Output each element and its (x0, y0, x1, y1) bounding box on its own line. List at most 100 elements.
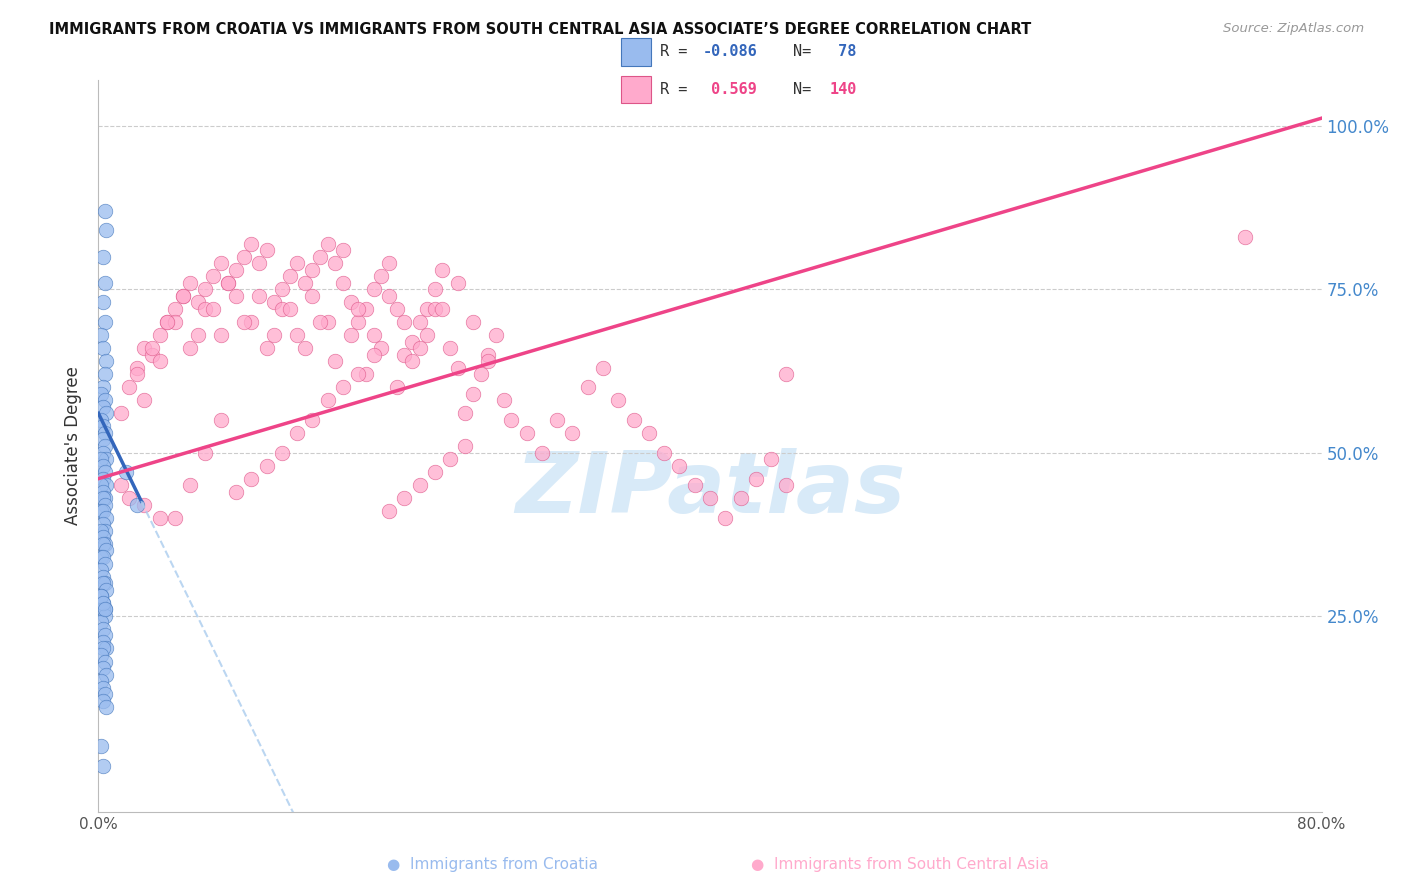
Point (347, 367, 370, 381)
Point (90, 589, 112, 603)
Point (477, 354, 499, 368)
Point (93, 628, 115, 642)
Point (91, 484, 114, 499)
Point (232, 250, 254, 264)
Point (775, 478, 797, 492)
Point (325, 256, 347, 270)
Point (447, 276, 470, 290)
Point (91, 596, 114, 610)
Point (94, 700, 117, 714)
Text: R =: R = (659, 82, 696, 97)
Point (408, 341, 430, 355)
Point (179, 341, 201, 355)
Point (91, 602, 114, 616)
Point (93, 203, 115, 218)
Point (93, 602, 115, 616)
Point (202, 269, 225, 284)
Point (278, 301, 301, 316)
Point (301, 262, 323, 277)
Point (1234, 230, 1257, 244)
Point (93, 608, 115, 623)
Point (90, 589, 112, 603)
Point (683, 478, 706, 492)
Point (94, 223, 117, 237)
Point (91, 569, 114, 583)
Point (392, 348, 416, 362)
Point (461, 386, 484, 401)
Point (225, 484, 247, 499)
Point (263, 295, 285, 310)
Point (110, 478, 132, 492)
Point (156, 315, 179, 329)
Point (94, 478, 117, 492)
Point (332, 243, 354, 257)
Point (432, 301, 454, 316)
Point (115, 465, 138, 479)
Point (91, 433, 114, 447)
Point (94, 511, 117, 525)
Point (202, 301, 225, 316)
Point (93, 465, 115, 479)
Point (91, 576, 114, 591)
Point (91, 491, 114, 506)
Text: 140: 140 (830, 82, 856, 97)
Point (699, 491, 721, 506)
Point (392, 491, 416, 506)
Point (93, 425, 115, 440)
Point (270, 301, 294, 316)
Point (125, 360, 148, 375)
Point (91, 380, 114, 394)
Point (91, 445, 114, 459)
Point (501, 413, 523, 427)
Point (163, 301, 186, 316)
Point (134, 341, 156, 355)
Point (432, 262, 454, 277)
Point (90, 328, 112, 343)
Point (90, 674, 112, 689)
Point (179, 478, 201, 492)
Point (423, 301, 446, 316)
Point (378, 256, 401, 270)
Text: IMMIGRANTS FROM CROATIA VS IMMIGRANTS FROM SOUTH CENTRAL ASIA ASSOCIATE’S DEGREE: IMMIGRANTS FROM CROATIA VS IMMIGRANTS FR… (49, 22, 1032, 37)
Point (256, 243, 278, 257)
Point (217, 276, 239, 290)
Point (110, 406, 132, 420)
Point (94, 667, 117, 681)
Point (423, 282, 446, 296)
Point (217, 276, 239, 290)
Point (285, 425, 308, 440)
Point (439, 452, 461, 467)
Point (354, 367, 377, 381)
Point (91, 661, 114, 675)
Text: N=: N= (793, 45, 820, 59)
Point (94, 641, 117, 656)
Point (408, 478, 430, 492)
Point (93, 655, 115, 669)
Point (638, 425, 661, 440)
Point (316, 393, 339, 408)
Point (668, 458, 690, 473)
Point (118, 380, 141, 394)
Point (454, 439, 477, 453)
Point (163, 511, 186, 525)
Point (516, 425, 538, 440)
Text: Source: ZipAtlas.com: Source: ZipAtlas.com (1223, 22, 1364, 36)
Point (561, 425, 583, 440)
Point (332, 380, 354, 394)
Point (91, 250, 114, 264)
Point (90, 739, 112, 754)
Point (91, 759, 114, 773)
Text: R =: R = (659, 45, 696, 59)
Point (91, 504, 114, 518)
Point (370, 341, 392, 355)
Point (93, 367, 115, 381)
Point (530, 445, 553, 459)
Point (90, 452, 112, 467)
Point (94, 543, 117, 558)
Point (90, 413, 112, 427)
Point (163, 315, 186, 329)
Point (93, 537, 115, 551)
Point (209, 413, 232, 427)
Point (339, 295, 361, 310)
Point (354, 301, 377, 316)
